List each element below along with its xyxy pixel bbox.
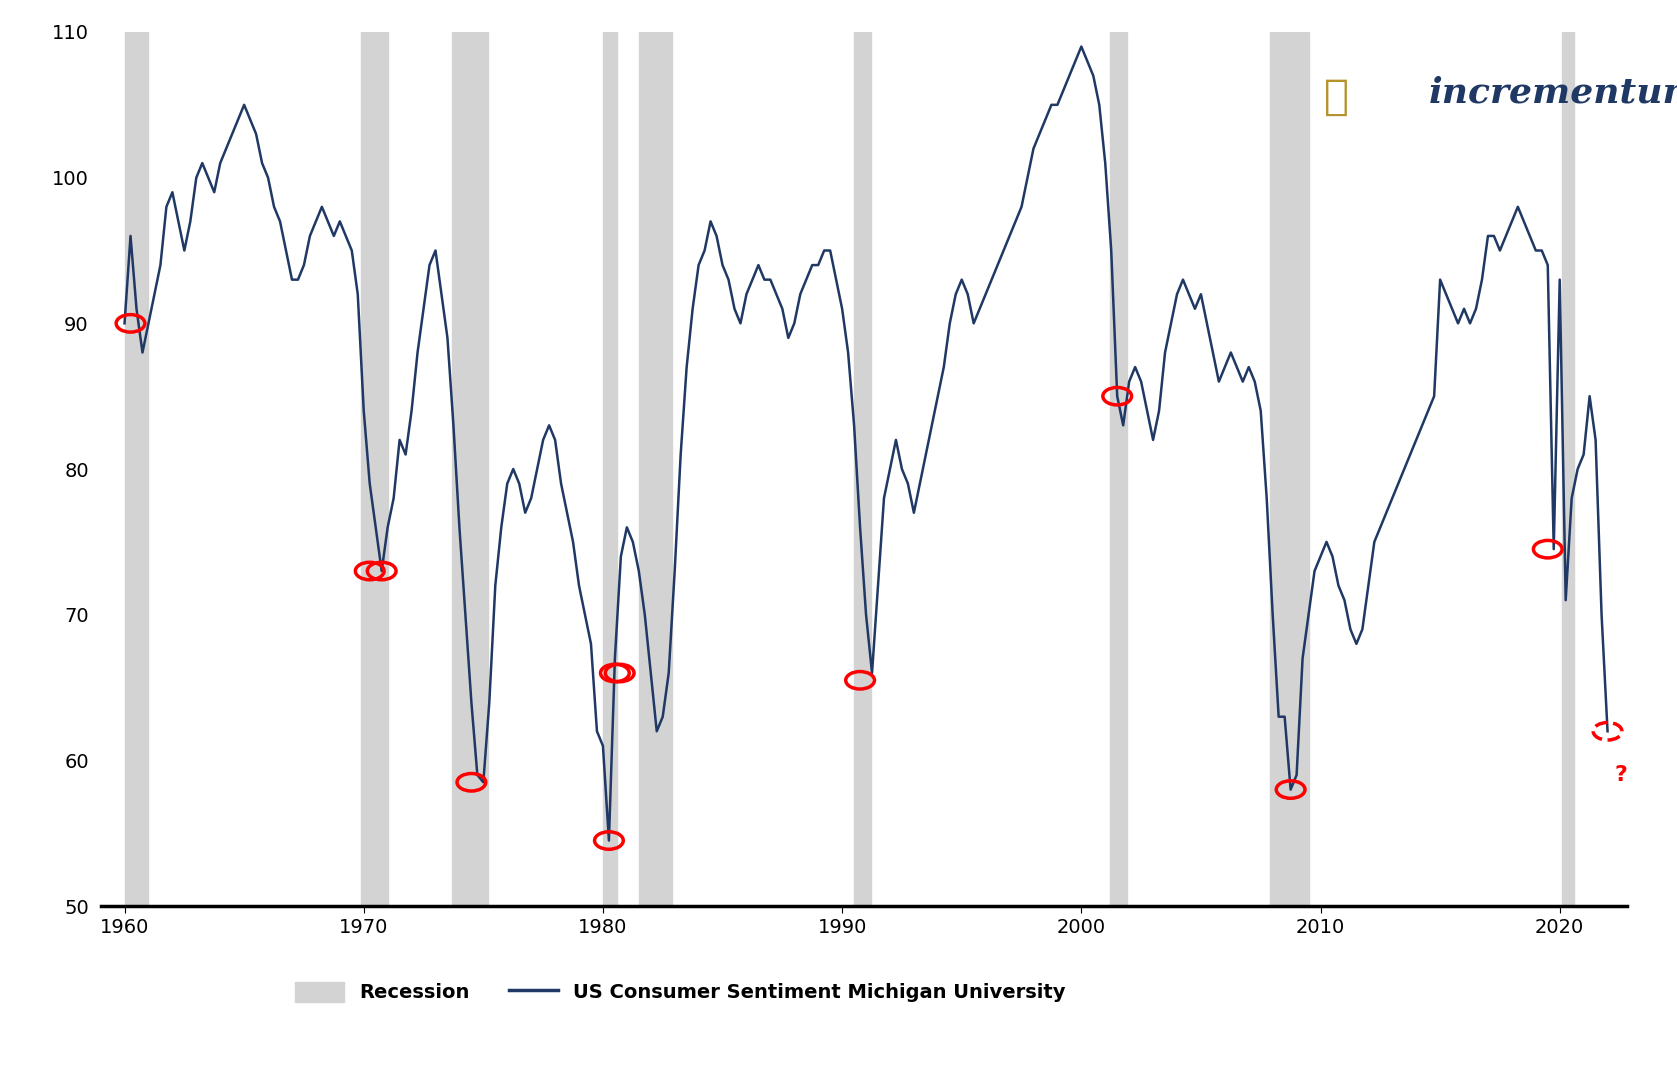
Bar	[1561, 32, 1575, 906]
Bar	[1269, 32, 1308, 906]
Bar	[604, 32, 617, 906]
Legend: Recession, US Consumer Sentiment Michigan University: Recession, US Consumer Sentiment Michiga…	[288, 974, 1073, 1010]
Bar	[854, 32, 870, 906]
Bar	[361, 32, 387, 906]
Text: 🌳: 🌳	[1325, 76, 1350, 117]
Bar	[453, 32, 488, 906]
Bar	[1110, 32, 1127, 906]
Text: ?: ?	[1615, 765, 1628, 785]
Bar	[124, 32, 149, 906]
Bar	[639, 32, 672, 906]
Text: incrementum: incrementum	[1429, 76, 1677, 110]
